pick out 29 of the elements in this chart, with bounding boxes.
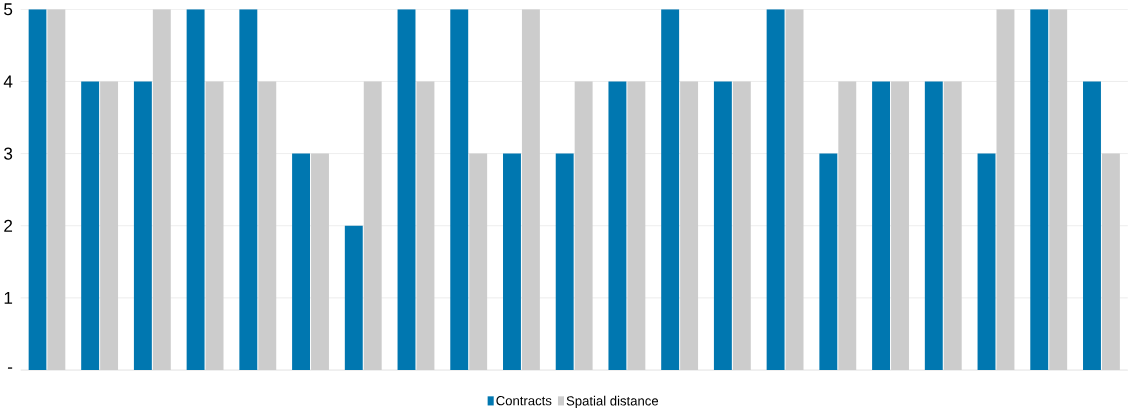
bar [186,9,205,371]
y-tick-label: 4 [3,75,13,88]
y-tick-label: 1 [4,291,13,304]
bar [713,81,732,371]
legend-label: Spatial distance [566,395,659,409]
bar [766,9,785,371]
bar [503,153,521,371]
bar [555,153,574,371]
y-tick-label: - [7,367,13,369]
bar [344,225,363,371]
bar [1083,81,1101,371]
bar [450,9,469,371]
bar [1030,9,1049,371]
bar [133,81,152,371]
legend-label: Contracts [496,396,552,406]
bar [608,81,627,371]
bar [28,9,47,371]
bar [661,9,680,371]
y-tick-label: 3 [4,147,13,160]
bar [924,81,943,371]
bar [239,9,258,371]
bar [819,153,838,371]
bar [397,9,416,371]
bar [977,153,996,371]
bar [872,81,891,371]
bar [292,153,311,371]
y-tick-label: 5 [4,3,13,16]
y-tick-label: 2 [4,219,13,232]
bar [81,81,100,371]
